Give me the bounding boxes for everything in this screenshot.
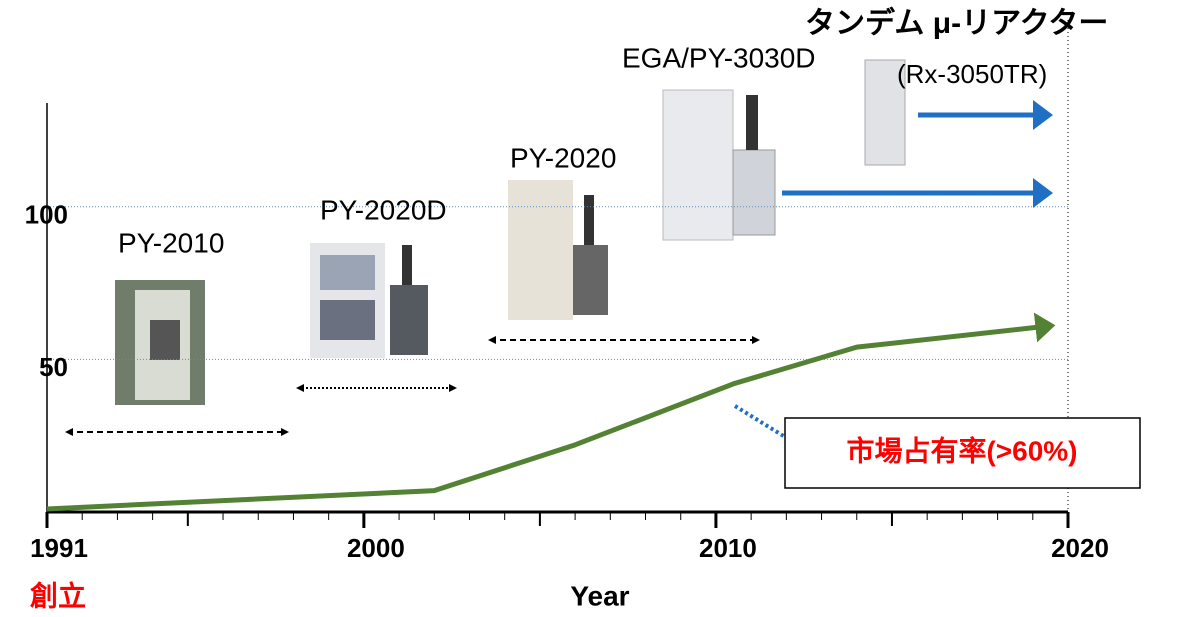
x-tick-label: 2010 bbox=[699, 533, 757, 563]
market-share-line bbox=[46, 312, 1056, 512]
product-images bbox=[115, 59, 906, 405]
x-axis-label: Year bbox=[570, 580, 629, 611]
share-box bbox=[784, 417, 1141, 489]
founded-annotation: 創立 bbox=[30, 579, 86, 611]
y-tick-label: 50 bbox=[39, 352, 68, 382]
x-tick-label: 1991 bbox=[30, 533, 88, 563]
x-tick-label: 2000 bbox=[347, 533, 405, 563]
y-tick-label: 100 bbox=[25, 200, 68, 230]
product-label: PY-2010 bbox=[118, 227, 224, 258]
product-label: PY-2020 bbox=[510, 142, 616, 173]
product-label: (Rx-3050TR) bbox=[897, 59, 1047, 89]
product-label: タンデム μ-リアクター bbox=[805, 6, 1108, 40]
product-label: PY-2020D bbox=[320, 194, 447, 225]
callout-line bbox=[733, 404, 792, 442]
x-tick-label: 2020 bbox=[1051, 533, 1109, 563]
product-label: EGA/PY-3030D bbox=[622, 42, 816, 73]
share-annotation: 市場占有率(>60%) bbox=[846, 434, 1077, 466]
